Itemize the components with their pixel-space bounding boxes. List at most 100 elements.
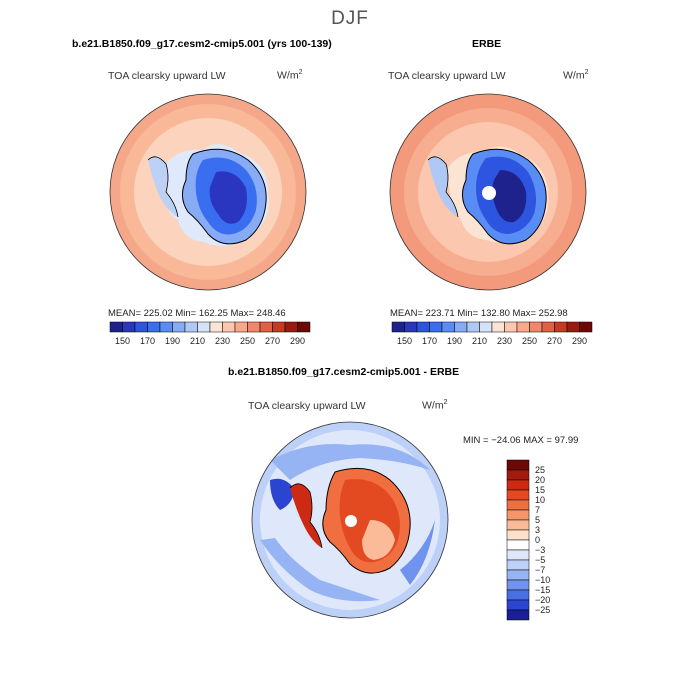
panel3-antarctica-east-light [362,520,395,560]
colorbar-swatch [566,321,580,333]
panel3-variable: TOA clearsky upward LW [248,400,366,412]
colorbar-tick-label: 20 [535,475,545,485]
colorbar-swatch [454,321,468,333]
panel3-pole-hole [345,515,357,527]
colorbar-swatch [109,321,123,333]
colorbar-tick-label: −25 [535,605,550,615]
colorbar-swatch [579,321,593,333]
colorbar-swatch [506,469,530,481]
colorbar-swatch [516,321,530,333]
colorbar-swatch [506,479,530,491]
colorbar-swatch [554,321,568,333]
colorbar-swatch [404,321,418,333]
colorbar-swatch [506,509,530,521]
panel2-coastline [462,148,547,245]
colorbar-tick-label: 250 [522,336,537,346]
colorbar-swatch [506,609,530,621]
panel1-coastline [182,148,267,245]
colorbar-tick-label: 7 [535,505,540,515]
colorbar-tick-label: −5 [535,555,545,565]
colorbar-tick-label: 270 [265,336,280,346]
panel2-antarctica-core [492,170,527,223]
colorbar-tick-label: 0 [535,535,540,545]
colorbar-tick-label: −7 [535,565,545,575]
colorbar-swatch [134,321,148,333]
colorbar-swatch [184,321,198,333]
panel3-title: b.e21.B1850.f09_g17.cesm2-cmip5.001 - ER… [228,366,460,378]
colorbar-tick-label: −10 [535,575,550,585]
colorbar-swatch [506,589,530,601]
panel1-units: W/m2 [277,69,303,82]
panel3-ocean-blob-east [400,520,435,585]
panel1-map [109,93,307,291]
panel1-title: b.e21.B1850.f09_g17.cesm2-cmip5.001 (yrs… [72,38,332,50]
colorbar-tick-label: 290 [572,336,587,346]
colorbar-swatch [284,321,298,333]
panel1-peninsula [148,156,178,217]
colorbar-tick-label: 5 [535,515,540,525]
panel1-colorbar: 150 170 190 210 230 250 270 290 [109,321,311,346]
colorbar-tick-label: −15 [535,585,550,595]
colorbar-tick-label: 15 [535,485,545,495]
colorbar-swatch [506,559,530,571]
colorbar-swatch [506,489,530,501]
colorbar-tick-label: 230 [497,336,512,346]
colorbar-swatch [506,529,530,541]
colorbar-tick-label: 190 [447,336,462,346]
colorbar-swatch [416,321,430,333]
panel2-peninsula [428,156,458,217]
colorbar-swatch [429,321,443,333]
figure-title: DJF [331,8,369,29]
colorbar-swatch [506,569,530,581]
colorbar-swatch [209,321,223,333]
panel1-peninsula-coast [147,156,179,218]
colorbar-swatch [247,321,261,333]
colorbar-tick-label: 3 [535,525,540,535]
panel3-stats: MIN = −24.06 MAX = 97.99 [463,435,579,446]
panel3-coastline [322,467,411,574]
panel2-colorbar: 150 170 190 210 230 250 270 290 [391,321,593,346]
panel2-units: W/m2 [563,69,589,82]
colorbar-tick-label: −3 [535,545,545,555]
colorbar-swatch [541,321,555,333]
colorbar-tick-label: 10 [535,495,545,505]
panel3-peninsula-coast [289,483,323,549]
colorbar-swatch [297,321,311,333]
colorbar-swatch [506,549,530,561]
colorbar-tick-label: 210 [190,336,205,346]
colorbar-swatch [259,321,273,333]
colorbar-swatch [506,579,530,591]
colorbar-tick-label: 250 [240,336,255,346]
colorbar-swatch [147,321,161,333]
colorbar-tick-label: 170 [422,336,437,346]
panel3-peninsula-warm [290,483,322,548]
colorbar-swatch [391,321,405,333]
panel3-ocean-blob-north [270,444,430,480]
colorbar-swatch [506,539,530,551]
panel3-dark-blue-patch [270,478,295,510]
panel2-boundary [389,93,587,291]
panel2-title: ERBE [472,38,502,50]
panel1-variable: TOA clearsky upward LW [108,70,226,82]
colorbar-swatch [234,321,248,333]
colorbar-swatch [159,321,173,333]
colorbar-swatch [504,321,518,333]
colorbar-swatch [506,599,530,611]
colorbar-tick-label: 25 [535,465,545,475]
colorbar-tick-label: 210 [472,336,487,346]
panel2-variable: TOA clearsky upward LW [388,70,506,82]
panel3-boundary [251,421,449,619]
panel3-units: W/m2 [422,399,448,412]
panel2-peninsula-coast [427,156,459,218]
colorbar-tick-label: 290 [290,336,305,346]
colorbar-swatch [506,459,530,471]
colorbar-swatch [172,321,186,333]
colorbar-tick-label: 190 [165,336,180,346]
colorbar-tick-label: 150 [397,336,412,346]
colorbar-swatch [529,321,543,333]
colorbar-swatch [479,321,493,333]
colorbar-tick-label: 230 [215,336,230,346]
colorbar-swatch [122,321,136,333]
panel1-antarctica-core [209,171,247,224]
